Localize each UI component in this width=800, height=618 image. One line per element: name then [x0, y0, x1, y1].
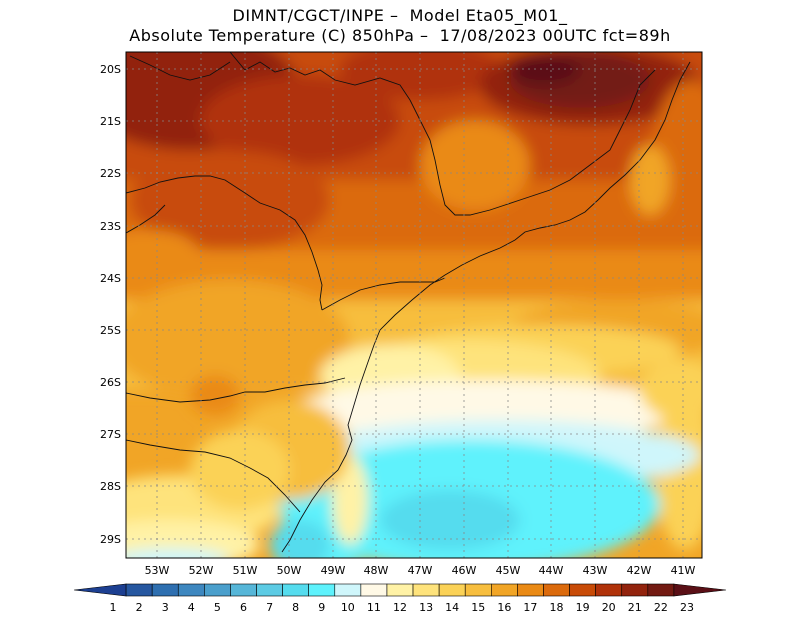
- lat-label: 25S: [100, 324, 121, 337]
- colorbar: 1 2 3 4 5 6 7 8 9 10 11 12 13 14 15 16 17 18 19 20 21 22 23: [73, 583, 727, 614]
- colorbar-label: 21: [628, 601, 642, 614]
- colorbar-label: 4: [188, 601, 195, 614]
- colorbar-label: 6: [240, 601, 247, 614]
- lon-label: 46W: [452, 564, 477, 577]
- lat-label: 27S: [100, 428, 121, 441]
- colorbar-swatch: [543, 583, 570, 597]
- lat-axis: 20S 21S 22S 23S 24S 25S 26S 27S 28S 29S: [100, 63, 121, 546]
- colorbar-label: 9: [318, 601, 325, 614]
- coastline-borders: [126, 52, 691, 553]
- lat-label: 21S: [100, 115, 121, 128]
- colorbar-swatch: [256, 583, 283, 597]
- lon-label: 41W: [671, 564, 696, 577]
- lat-label: 24S: [100, 272, 121, 285]
- colorbar-swatch: [230, 583, 257, 597]
- colorbar-label: 16: [497, 601, 511, 614]
- colorbar-label: 19: [576, 601, 590, 614]
- title-line-1: DIMNT/CGCT/INPE – Model Eta05_M01_: [232, 6, 568, 25]
- colorbar-swatch: [73, 583, 127, 597]
- colorbar-label: 10: [341, 601, 355, 614]
- colorbar-label: 18: [550, 601, 564, 614]
- lon-label: 51W: [233, 564, 258, 577]
- colorbar-swatch: [412, 583, 440, 597]
- lat-label: 20S: [100, 63, 121, 76]
- colorbar-label: 11: [367, 601, 381, 614]
- lon-label: 50W: [277, 564, 302, 577]
- temperature-field: [126, 52, 702, 558]
- lon-label: 48W: [364, 564, 389, 577]
- colorbar-label: 22: [654, 601, 668, 614]
- colorbar-swatch: [647, 583, 675, 597]
- colorbar-label: 15: [471, 601, 485, 614]
- colorbar-label: 23: [680, 601, 694, 614]
- colorbar-label: 5: [214, 601, 221, 614]
- colorbar-label: 17: [523, 601, 537, 614]
- colorbar-swatch: [673, 583, 727, 597]
- colorbar-swatch: [386, 583, 414, 597]
- colorbar-label: 2: [136, 601, 143, 614]
- lon-label: 44W: [539, 564, 564, 577]
- colorbar-swatch: [595, 583, 623, 597]
- lon-label: 53W: [145, 564, 170, 577]
- lat-label: 23S: [100, 220, 121, 233]
- graticule: [126, 52, 702, 558]
- lon-label: 49W: [321, 564, 346, 577]
- colorbar-swatch: [308, 583, 336, 597]
- colorbar-label: 8: [292, 601, 299, 614]
- colorbar-swatch: [204, 583, 231, 597]
- colorbar-label: 13: [419, 601, 433, 614]
- colorbar-swatch: [334, 583, 362, 597]
- title-line-2: Absolute Temperature (C) 850hPa – 17/08/…: [129, 26, 671, 45]
- colorbar-label: 20: [602, 601, 616, 614]
- colorbar-label: 12: [393, 601, 407, 614]
- colorbar-swatch: [464, 583, 492, 597]
- colorbar-swatch: [151, 583, 179, 597]
- map-frame: [125, 51, 703, 559]
- colorbar-swatch: [125, 583, 153, 597]
- lat-label: 26S: [100, 376, 121, 389]
- lat-label: 28S: [100, 480, 121, 493]
- colorbar-swatch: [438, 583, 466, 597]
- colorbar-swatch: [517, 583, 544, 597]
- colorbar-swatch: [569, 583, 596, 597]
- lat-label: 22S: [100, 167, 121, 180]
- colorbar-swatch: [177, 583, 205, 597]
- colorbar-label: 1: [110, 601, 117, 614]
- lon-label: 42W: [627, 564, 652, 577]
- lon-label: 45W: [496, 564, 521, 577]
- colorbar-label: 7: [266, 601, 273, 614]
- colorbar-swatch: [282, 583, 309, 597]
- colorbar-swatch: [360, 583, 388, 597]
- lon-label: 43W: [583, 564, 608, 577]
- colorbar-swatch: [621, 583, 649, 597]
- lat-label: 29S: [100, 533, 121, 546]
- lon-axis: 53W 52W 51W 50W 49W 48W 47W 46W 45W 44W …: [145, 564, 696, 577]
- colorbar-label: 3: [162, 601, 169, 614]
- lon-label: 47W: [408, 564, 433, 577]
- colorbar-swatch: [491, 583, 518, 597]
- lon-label: 52W: [189, 564, 214, 577]
- colorbar-label: 14: [445, 601, 459, 614]
